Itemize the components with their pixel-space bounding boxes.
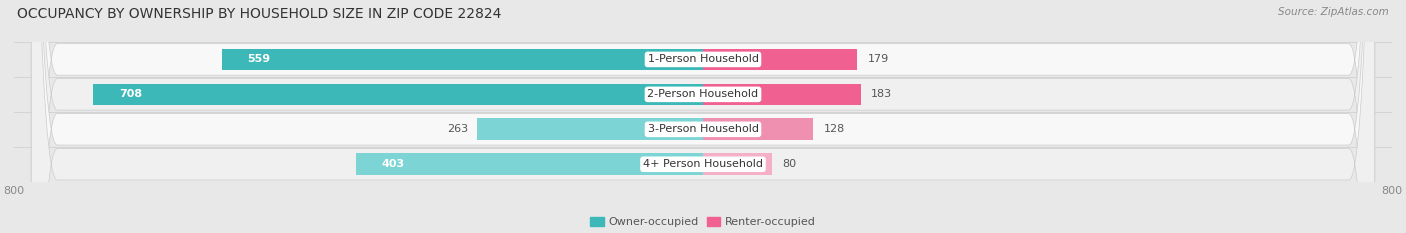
Text: Source: ZipAtlas.com: Source: ZipAtlas.com bbox=[1278, 7, 1389, 17]
FancyBboxPatch shape bbox=[31, 0, 1375, 233]
Text: 708: 708 bbox=[120, 89, 142, 99]
Text: 403: 403 bbox=[382, 159, 405, 169]
Text: OCCUPANCY BY OWNERSHIP BY HOUSEHOLD SIZE IN ZIP CODE 22824: OCCUPANCY BY OWNERSHIP BY HOUSEHOLD SIZE… bbox=[17, 7, 502, 21]
Legend: Owner-occupied, Renter-occupied: Owner-occupied, Renter-occupied bbox=[586, 212, 820, 232]
Text: 559: 559 bbox=[247, 55, 270, 64]
Bar bbox=[356, 154, 703, 175]
Bar bbox=[703, 84, 860, 105]
Bar bbox=[703, 154, 772, 175]
FancyBboxPatch shape bbox=[31, 0, 1375, 233]
FancyBboxPatch shape bbox=[31, 0, 1375, 233]
Text: 3-Person Household: 3-Person Household bbox=[648, 124, 758, 134]
Bar bbox=[703, 49, 858, 70]
Text: 128: 128 bbox=[824, 124, 845, 134]
Bar bbox=[93, 84, 703, 105]
Bar bbox=[222, 49, 703, 70]
Text: 2-Person Household: 2-Person Household bbox=[647, 89, 759, 99]
Text: 1-Person Household: 1-Person Household bbox=[648, 55, 758, 64]
Text: 183: 183 bbox=[870, 89, 891, 99]
Text: 80: 80 bbox=[782, 159, 796, 169]
FancyBboxPatch shape bbox=[31, 0, 1375, 233]
Bar bbox=[703, 118, 813, 140]
Text: 179: 179 bbox=[868, 55, 889, 64]
Bar bbox=[477, 118, 703, 140]
Text: 263: 263 bbox=[447, 124, 468, 134]
Text: 4+ Person Household: 4+ Person Household bbox=[643, 159, 763, 169]
